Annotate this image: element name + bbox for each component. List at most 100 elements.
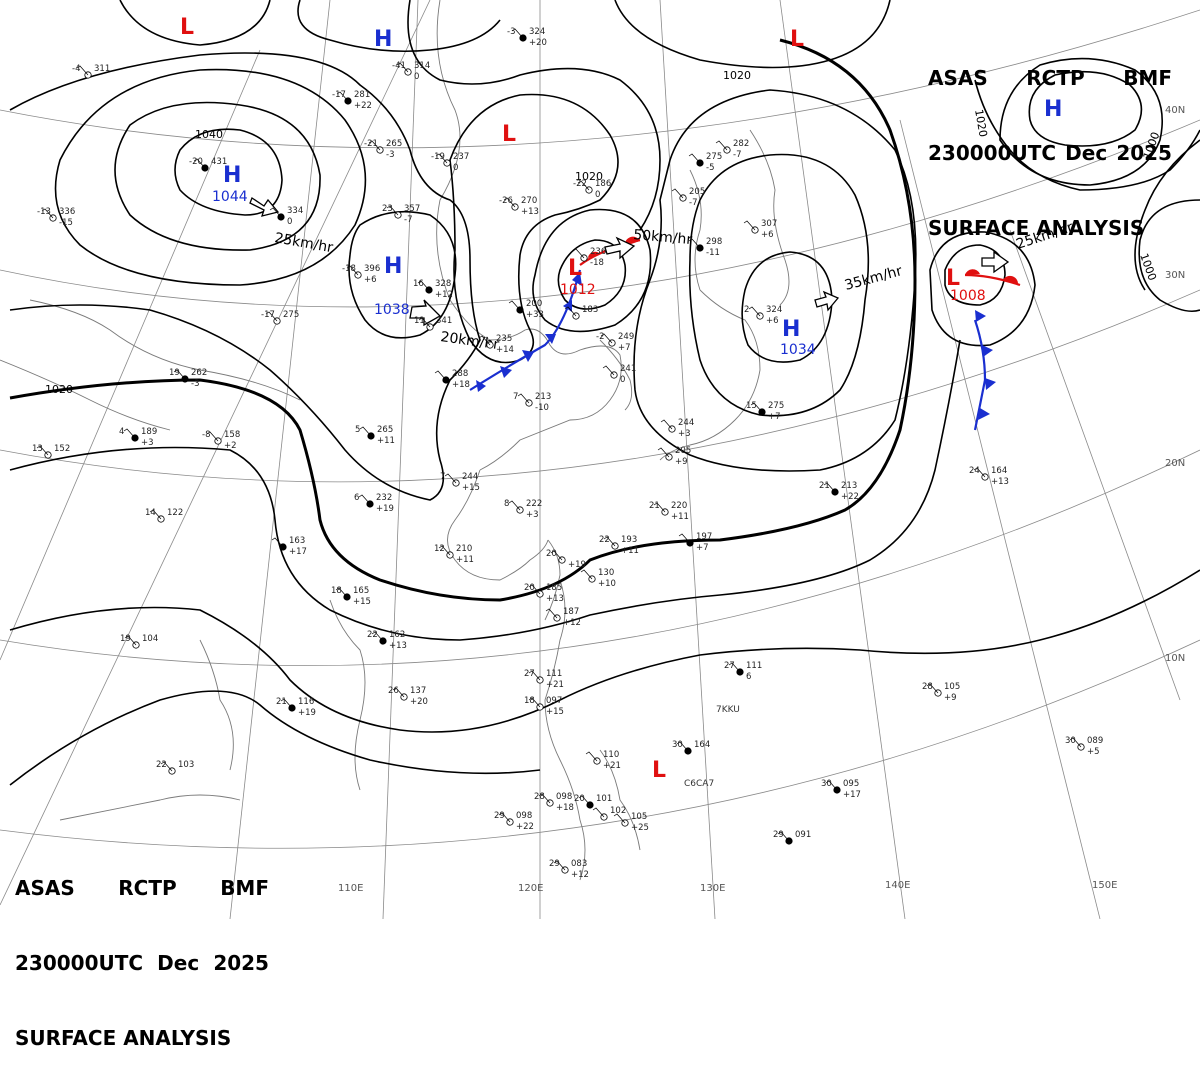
high-center-marker: H bbox=[223, 163, 241, 188]
station-pressure-tendency: -5 bbox=[706, 163, 714, 173]
station-temperature: 18 bbox=[524, 696, 535, 706]
station-pressure-tendency: +22 bbox=[841, 492, 859, 502]
wind-barb-icon bbox=[517, 393, 530, 404]
station-pressure: 165 bbox=[353, 586, 369, 596]
station-pressure-tendency: +9 bbox=[944, 693, 957, 703]
wind-barb-icon bbox=[688, 238, 701, 249]
station-pressure-tendency: -3 bbox=[191, 379, 199, 389]
station-pressure: 210 bbox=[456, 544, 472, 554]
wind-barb-icon bbox=[396, 62, 409, 73]
station-temperature: 27 bbox=[724, 661, 735, 671]
isobar-label: 1020 bbox=[45, 383, 73, 396]
wind-barb-icon bbox=[368, 140, 381, 151]
station-pressure-tendency: +2 bbox=[224, 441, 237, 451]
wind-barb-icon bbox=[715, 140, 728, 151]
station-pressure: 189 bbox=[141, 427, 157, 437]
title-time: 230000UTC bbox=[928, 141, 1057, 165]
station-plot: 7 244+15 bbox=[440, 472, 480, 493]
station-temperature: -19 bbox=[431, 152, 445, 162]
station-pressure-tendency: -18 bbox=[590, 258, 604, 268]
low-center-marker: L bbox=[568, 256, 582, 281]
latitude-labels: 40N 30N 20N 10N bbox=[1165, 105, 1185, 664]
station-plot: -4 311 bbox=[72, 64, 110, 79]
station-pressure-tendency: +19 bbox=[568, 560, 586, 570]
high-center-marker: H bbox=[1044, 97, 1062, 122]
wind-barb-icon bbox=[528, 584, 541, 595]
wind-barb-icon bbox=[123, 428, 136, 439]
station-plot: 29 083+12 bbox=[549, 859, 589, 880]
station-temperature: -8 bbox=[202, 430, 210, 440]
station-plot: 4 189+3 bbox=[119, 427, 157, 448]
longitude-labels: 110E 120E 130E 140E 150E bbox=[338, 880, 1117, 894]
station-temperature: 21 bbox=[819, 481, 830, 491]
station-pressure-tendency: +3 bbox=[141, 438, 154, 448]
station-plot: 6 232+19 bbox=[354, 493, 394, 514]
chart-title-bottom: ASAS RCTP BMF 230000UTC Dec 2025 SURFACE… bbox=[15, 826, 269, 1076]
wind-barb-icon bbox=[572, 248, 585, 259]
station-pressure: 095 bbox=[843, 779, 859, 789]
station-plot: 205+9 bbox=[657, 446, 691, 467]
station-temperature: -3 bbox=[507, 27, 515, 37]
station-pressure: 324 bbox=[766, 305, 782, 315]
wind-barb-icon bbox=[613, 813, 626, 824]
station-plot: 20 101 bbox=[574, 794, 612, 809]
station-pressure-tendency: 6 bbox=[746, 672, 751, 682]
station-temperature: -17 bbox=[261, 310, 275, 320]
title-month: Dec bbox=[1065, 141, 1108, 165]
low-center-marker: L bbox=[652, 758, 666, 783]
wind-barb-icon bbox=[269, 207, 282, 218]
station-plot: -18 396+6 bbox=[342, 264, 380, 285]
low-center-marker: L bbox=[790, 27, 804, 52]
station-temperature: 2 bbox=[744, 305, 749, 315]
station-pressure-tendency: +3 bbox=[526, 510, 539, 520]
station-temperature: 19 bbox=[169, 368, 180, 378]
station-pressure-tendency: 0 bbox=[595, 190, 600, 200]
station-pressure-tendency: +19 bbox=[376, 504, 394, 514]
station-pressure: 097 bbox=[546, 696, 562, 706]
high-center-marker: H bbox=[384, 254, 402, 279]
wind-barb-icon bbox=[553, 860, 566, 871]
wind-barb-icon bbox=[371, 631, 384, 642]
station-pressure-tendency: +17 bbox=[843, 790, 861, 800]
station-pressure: 270 bbox=[521, 196, 537, 206]
station-plot: -8 158+2 bbox=[202, 430, 240, 451]
station-plot: 22 162+13 bbox=[367, 630, 407, 651]
station-temperature: -18 bbox=[342, 264, 356, 274]
wind-barb-icon bbox=[825, 780, 838, 791]
station-plot: 307+6 bbox=[743, 219, 777, 240]
station-pressure: 235 bbox=[496, 334, 512, 344]
station-pressure-tendency: -15 bbox=[59, 218, 73, 228]
station-pressure: 104 bbox=[142, 634, 158, 644]
station-pressure: 396 bbox=[364, 264, 380, 274]
station-plot: 5 265+11 bbox=[355, 425, 395, 446]
station-plot: 18 097+15 bbox=[524, 696, 564, 717]
station-plot: 197+7 bbox=[678, 532, 712, 553]
isobar-label: 1040 bbox=[195, 128, 223, 141]
wind-barb-icon bbox=[149, 509, 162, 520]
wind-barb-icon bbox=[603, 536, 616, 547]
wind-barb-icon bbox=[434, 370, 447, 381]
station-pressure: 111 bbox=[746, 661, 762, 671]
station-pressure: 275 bbox=[768, 401, 784, 411]
station-pressure: 193 bbox=[621, 535, 637, 545]
wind-barb-icon bbox=[503, 197, 516, 208]
station-plot: 18 165+15 bbox=[331, 586, 371, 607]
station-pressure: 187 bbox=[563, 607, 579, 617]
ship-callsign: 7KKU bbox=[716, 705, 740, 715]
title-analysis: SURFACE ANALYSIS bbox=[15, 1026, 232, 1050]
station-pressure: 244 bbox=[678, 418, 694, 428]
station-temperature: 20 bbox=[574, 794, 585, 804]
station-pressure-tendency: +11 bbox=[621, 546, 639, 556]
station-pressure: 431 bbox=[211, 157, 227, 167]
wind-barb-icon bbox=[550, 550, 563, 561]
station-pressure-tendency: 0 bbox=[620, 375, 625, 385]
high-center-value: 1044 bbox=[212, 189, 248, 205]
station-plot: 29 091 bbox=[773, 830, 811, 845]
wind-barb-icon bbox=[392, 687, 405, 698]
wind-barb-icon bbox=[346, 265, 359, 276]
station-temperature: 22 bbox=[156, 760, 167, 770]
station-plot: -3 324+20 bbox=[507, 27, 547, 48]
station-plot: 298-11 bbox=[688, 237, 722, 258]
wind-barb-icon bbox=[478, 335, 491, 346]
